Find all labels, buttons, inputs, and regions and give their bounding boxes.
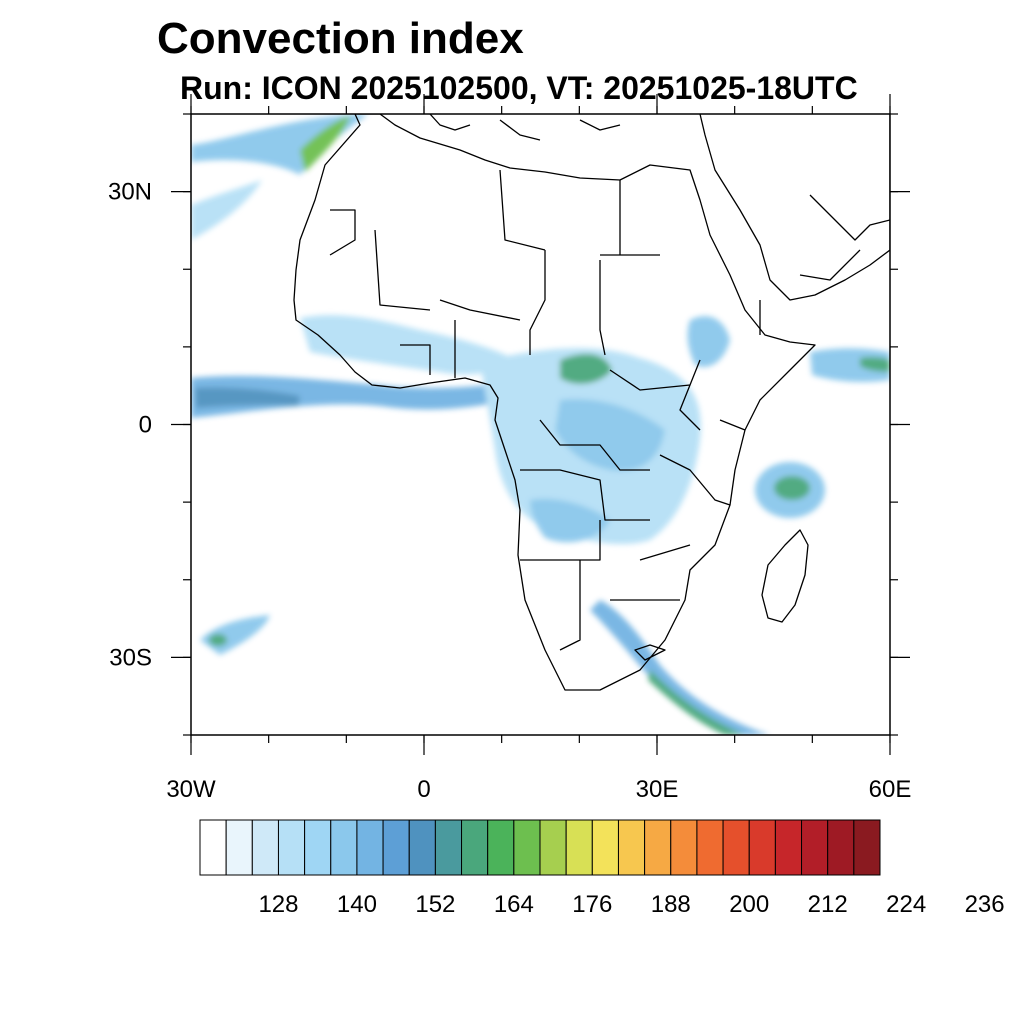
mediterranean-islands <box>429 114 621 141</box>
colorbar-label: 152 <box>415 891 455 918</box>
colorbar-swatch <box>644 819 672 876</box>
madagascar-coastline <box>761 529 809 623</box>
colorbar-swatch <box>513 819 541 876</box>
colorbar-swatch <box>748 819 776 876</box>
field-south-atlantic <box>200 615 270 655</box>
lon-tick-label: 60E <box>869 776 912 803</box>
lon-tick-label: 30W <box>166 776 216 803</box>
colorbar-swatch <box>801 819 829 876</box>
field-cameroon <box>560 354 612 384</box>
colorbar-labels: 128 140 152 164 176 188 200 212 224 236 <box>258 891 1004 918</box>
colorbar-label: 212 <box>808 891 848 918</box>
colorbar-label: 224 <box>886 891 926 918</box>
colorbar-swatch <box>225 819 253 876</box>
field-itcz-core <box>195 387 300 408</box>
colorbar-label: 188 <box>651 891 691 918</box>
colorbar-swatch <box>199 819 227 876</box>
convection-field <box>191 114 890 735</box>
coastlines-and-borders <box>293 114 890 691</box>
colorbar-label: 200 <box>729 891 769 918</box>
field-north-atlantic-core <box>300 116 350 172</box>
field-north-atlantic-band-2 <box>191 180 262 240</box>
colorbar-label: 164 <box>494 891 534 918</box>
colorbar-label: 140 <box>337 891 377 918</box>
field-se-africa-band <box>590 600 770 735</box>
colorbar-swatch <box>696 819 724 876</box>
field-angola <box>530 498 610 543</box>
map-subtitle: Run: ICON 2025102500, VT: 20251025-18UTC <box>180 70 858 106</box>
field-indian-ocean-core <box>860 357 890 372</box>
colorbar-label: 128 <box>258 891 298 918</box>
colorbar-swatch <box>251 819 279 876</box>
axis-ticks <box>171 94 910 755</box>
field-indian-ocean-band <box>810 348 890 383</box>
colorbar-swatch <box>774 819 803 876</box>
lat-tick-label: 30N <box>108 179 152 206</box>
colorbar-swatch <box>356 819 384 876</box>
colorbar-swatch <box>591 819 619 876</box>
colorbar-swatch <box>827 819 855 876</box>
colorbar <box>199 819 881 876</box>
axis-labels: 30W 0 30E 60E 30N 0 30S <box>108 179 911 803</box>
colorbar-swatch <box>330 819 358 876</box>
colorbar-swatch <box>461 819 489 876</box>
border-lines <box>329 169 861 661</box>
colorbar-swatch <box>304 819 332 876</box>
colorbar-swatch <box>565 819 593 876</box>
colorbar-swatch <box>722 819 750 876</box>
colorbar-label: 236 <box>965 891 1005 918</box>
lat-tick-label: 30S <box>109 644 152 671</box>
colorbar-label: 176 <box>572 891 612 918</box>
colorbar-swatch <box>617 819 646 876</box>
colorbar-swatch <box>853 819 881 876</box>
colorbar-swatch <box>382 819 410 876</box>
lon-tick-label: 0 <box>417 776 430 803</box>
lon-tick-label: 30E <box>636 776 679 803</box>
colorbar-swatch <box>434 819 463 876</box>
persian-gulf-coastline <box>809 194 890 241</box>
colorbar-swatch <box>670 819 698 876</box>
colorbar-swatch <box>539 819 567 876</box>
colorbar-swatch <box>487 819 515 876</box>
colorbar-swatch <box>408 819 436 876</box>
field-itcz-band <box>191 375 500 418</box>
arabia-coastline <box>699 114 890 301</box>
field-cyclone-core <box>774 476 810 500</box>
map-title: Convection index <box>157 14 524 63</box>
field-south-atlantic-core <box>209 634 227 646</box>
lat-tick-label: 0 <box>139 412 152 439</box>
field-central-africa-core <box>555 399 665 471</box>
colorbar-swatch <box>277 819 306 876</box>
field-ethiopia <box>687 316 730 368</box>
field-north-atlantic-band <box>191 114 368 175</box>
